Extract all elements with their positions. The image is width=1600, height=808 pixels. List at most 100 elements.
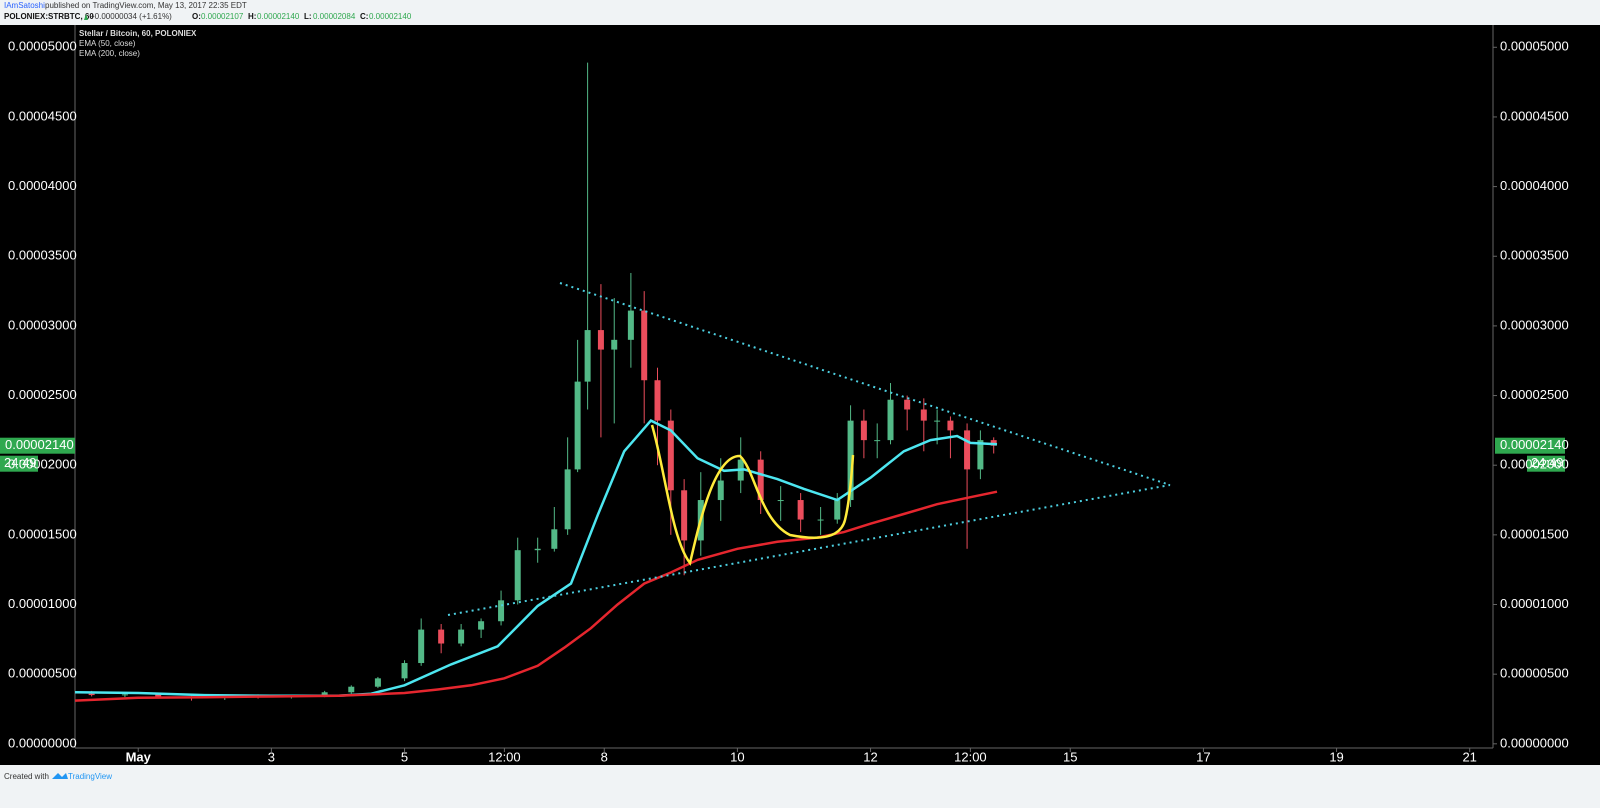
countdown: 24:49 bbox=[4, 455, 37, 470]
candle-body bbox=[584, 330, 591, 382]
legend-entry: EMA (200, close) bbox=[79, 49, 140, 58]
y-tick-label: 0.00004500 bbox=[8, 108, 77, 123]
ohlc-value: 0.00002107 bbox=[201, 12, 244, 21]
change: +0.00000034 (+1.61%) bbox=[90, 12, 172, 21]
x-tick-label: 17 bbox=[1196, 749, 1210, 764]
brand: TradingView bbox=[68, 772, 112, 781]
header-bar bbox=[0, 0, 1600, 25]
last-price-box bbox=[0, 437, 75, 454]
x-tick-label: 10 bbox=[730, 749, 744, 764]
candle-body bbox=[551, 529, 558, 549]
chart-title: Stellar / Bitcoin, 60, POLONIEX bbox=[79, 29, 197, 38]
author: IAmSatoshi bbox=[4, 1, 45, 10]
ohlc-key: H: bbox=[248, 12, 256, 21]
candle-body bbox=[438, 629, 445, 644]
ohlc-key: C: bbox=[360, 12, 368, 21]
candle-body bbox=[654, 380, 661, 421]
ema-line bbox=[74, 490, 998, 702]
x-tick-label: 19 bbox=[1329, 749, 1343, 764]
ohlc: O: 0.00002107 H: 0.00002140 L: 0.00002084 C: 0.… bbox=[192, 12, 412, 21]
published: published on TradingView.com, May 13, 20… bbox=[45, 1, 247, 10]
x-tick-label: 3 bbox=[268, 749, 275, 764]
candle-body bbox=[374, 678, 381, 687]
pattern-drawing bbox=[650, 424, 855, 566]
x-tick-label: May bbox=[126, 749, 152, 764]
y-tick-label: 0.00003500 bbox=[8, 248, 77, 263]
candle-body bbox=[797, 500, 804, 520]
candle-body bbox=[321, 692, 328, 696]
candle-body bbox=[155, 694, 162, 697]
y-tick-label: 0.00001000 bbox=[8, 596, 77, 611]
y-tick-label: 0.00000500 bbox=[1500, 666, 1569, 681]
countdown: 24:49 bbox=[1531, 455, 1564, 470]
candle-body bbox=[627, 310, 634, 340]
last-price-box bbox=[1495, 437, 1565, 454]
candle-body bbox=[401, 663, 408, 679]
up-arrow bbox=[84, 14, 88, 20]
candle-body bbox=[458, 629, 465, 644]
y-tick-label: 0.00004500 bbox=[1500, 108, 1569, 123]
symbol: POLONIEX:STRBTC, 60 bbox=[4, 12, 94, 21]
y-tick-label: 0.00000000 bbox=[1500, 735, 1569, 750]
candle-body bbox=[757, 459, 764, 501]
y-tick-label: 0.00005000 bbox=[1500, 39, 1569, 54]
countdown-box bbox=[0, 455, 38, 472]
candle-body bbox=[947, 420, 954, 431]
candle-body bbox=[834, 500, 841, 520]
y-tick-label: 0.00004000 bbox=[8, 178, 77, 193]
candle-body bbox=[574, 381, 581, 470]
y-tick-label: 0.00001500 bbox=[8, 526, 77, 541]
y-tick-label: 0.00004000 bbox=[1500, 178, 1569, 193]
y-tick-label: 0.00005000 bbox=[8, 39, 77, 54]
trend-lines bbox=[447, 282, 1171, 616]
overlay: 0.00002140 0.00002140 24:49 24:49 bbox=[0, 437, 1569, 472]
candle-body bbox=[348, 686, 355, 693]
x-tick-label: 5 bbox=[401, 749, 408, 764]
candle-body bbox=[977, 440, 984, 470]
plot-background bbox=[0, 25, 1600, 765]
ohlc-key: O: bbox=[192, 12, 201, 21]
candle-body bbox=[121, 694, 128, 696]
footer-bar bbox=[0, 765, 1600, 803]
candle-body bbox=[964, 430, 971, 470]
y-tick-label: 0.00000000 bbox=[8, 735, 77, 750]
candle-body bbox=[498, 600, 505, 622]
ohlc-value: 0.00002140 bbox=[369, 12, 412, 21]
candle-body bbox=[777, 500, 784, 502]
candle-body bbox=[817, 519, 824, 521]
x-tick-label: 21 bbox=[1462, 749, 1476, 764]
candle-body bbox=[847, 420, 854, 501]
y-tick-label: 0.00003500 bbox=[1500, 248, 1569, 263]
legend-entry: EMA (50, close) bbox=[79, 39, 136, 48]
countdown-box bbox=[1527, 455, 1565, 472]
last-price-label: 0.00002140 bbox=[5, 437, 74, 452]
candle-body bbox=[934, 420, 941, 422]
candle-body bbox=[904, 399, 911, 410]
candle-body bbox=[418, 629, 425, 664]
footer-text: Created with bbox=[4, 772, 49, 781]
candle-body bbox=[717, 480, 724, 501]
y-tick-label: 0.00002000 bbox=[8, 457, 77, 472]
candle-body bbox=[514, 550, 521, 601]
ohlc-key: L: bbox=[304, 12, 312, 21]
last-price-label: 0.00002140 bbox=[1500, 437, 1569, 452]
ohlc-value: 0.00002140 bbox=[257, 12, 300, 21]
y-tick-label: 0.00002500 bbox=[1500, 387, 1569, 402]
y-tick-label: 0.00002000 bbox=[1500, 457, 1569, 472]
candle-body bbox=[887, 399, 894, 441]
candle-body bbox=[564, 469, 571, 530]
x-tick-label: 15 bbox=[1063, 749, 1077, 764]
candle-body bbox=[681, 490, 688, 541]
y-tick-label: 0.00001500 bbox=[1500, 526, 1569, 541]
candle-body bbox=[667, 420, 674, 491]
candle-body bbox=[641, 310, 648, 381]
candle-body bbox=[478, 621, 485, 630]
y-tick-label: 0.00000500 bbox=[8, 666, 77, 681]
candle-body bbox=[597, 330, 604, 350]
candle-body bbox=[88, 693, 95, 696]
x-tick-label: 12 bbox=[863, 749, 877, 764]
x-tick-label: 8 bbox=[601, 749, 608, 764]
y-tick-label: 0.00003000 bbox=[8, 317, 77, 332]
